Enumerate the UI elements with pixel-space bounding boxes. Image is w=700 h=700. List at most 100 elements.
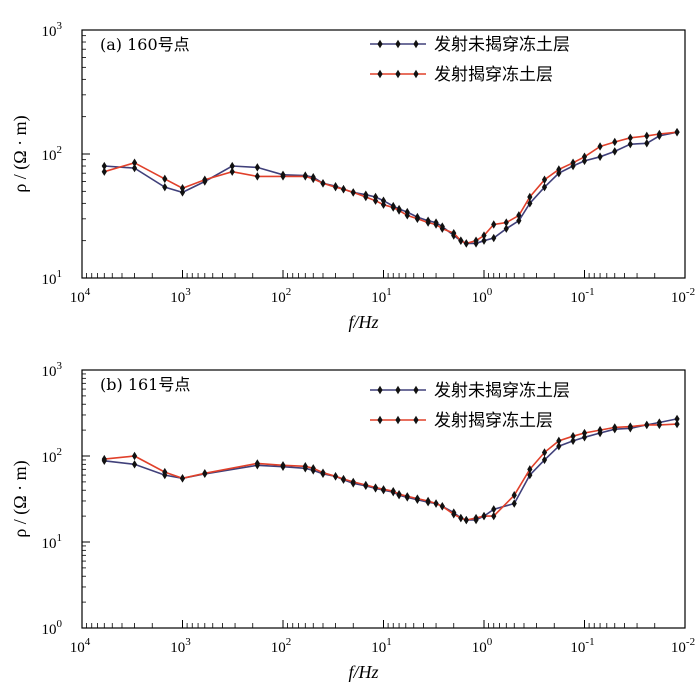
data-point (541, 455, 548, 465)
data-point (414, 214, 420, 224)
data-point (473, 513, 479, 523)
data-point (556, 436, 562, 446)
y-axis-title: ρ / (Ω · m) (10, 115, 31, 192)
data-point (581, 433, 588, 442)
data-point (541, 448, 548, 457)
data-point (541, 182, 548, 192)
data-point (433, 220, 439, 229)
series-1 (101, 127, 680, 248)
y-tick-label: 103 (42, 360, 63, 380)
data-point (131, 451, 138, 461)
data-point (179, 474, 186, 483)
x-tick-label: 10-1 (570, 286, 594, 306)
data-point (451, 228, 457, 238)
data-point (390, 486, 396, 496)
data-point (390, 203, 396, 212)
chart-panel-2: 104 103 102 101 100 10-1 10-2 100 101 102 103 f/Hz ρ… (10, 360, 695, 682)
data-point (254, 172, 260, 181)
x-tick-label: 101 (371, 636, 392, 656)
data-point (202, 175, 208, 184)
data-point (254, 163, 260, 172)
series-2 (101, 127, 680, 248)
data-point (463, 515, 469, 525)
data-point (280, 461, 286, 470)
legend-marker (377, 69, 383, 79)
y-tick-label: 100 (42, 618, 63, 638)
x-tick-label: 104 (70, 636, 91, 656)
data-point (202, 469, 208, 478)
data-point (597, 142, 603, 151)
data-point (674, 414, 680, 424)
legend-marker (413, 385, 419, 395)
data-point (439, 502, 445, 511)
data-point (302, 172, 308, 181)
data-point (627, 422, 633, 431)
x-tick-label: 103 (170, 636, 191, 656)
data-point (463, 239, 469, 248)
data-point (310, 464, 316, 473)
legend-marker (395, 385, 401, 395)
data-point (162, 182, 168, 192)
data-point (396, 489, 402, 499)
plot-frame (81, 369, 686, 629)
y-axis-title: ρ / (Ω · m) (10, 460, 31, 537)
x-tick-label: 10-1 (570, 636, 594, 656)
legend-label: 发射未揭穿冻土层 (434, 381, 570, 401)
data-point (511, 499, 517, 508)
data-point (491, 505, 497, 514)
data-point (491, 220, 497, 229)
x-axis-title: f/Hz (348, 662, 378, 682)
legend-label: 发射未揭穿冻土层 (434, 35, 570, 55)
series-line (104, 131, 678, 245)
data-point (340, 474, 347, 484)
data-point (570, 436, 576, 446)
legend-marker (413, 39, 419, 49)
legend-marker (395, 69, 401, 79)
data-point (332, 182, 339, 192)
data-point (473, 236, 479, 245)
data-point (527, 192, 533, 202)
data-point (433, 499, 439, 508)
data-point (644, 131, 650, 141)
data-point (131, 158, 138, 167)
data-point (425, 218, 431, 227)
data-point (503, 218, 509, 227)
x-tick-label: 100 (472, 286, 493, 306)
y-tick-label: 103 (42, 20, 63, 40)
data-point (644, 139, 650, 148)
data-point (414, 494, 420, 503)
y-tick-label: 101 (42, 532, 63, 552)
legend-label: 发射揭穿冻土层 (434, 65, 553, 85)
chart-panel-1: 104 103 102 101 100 10-1 10-2 101 102 103 f/Hz ρ / … (10, 20, 695, 332)
y-tick-label: 101 (42, 268, 63, 288)
legend-marker (377, 39, 383, 49)
legend-marker (377, 385, 383, 395)
data-point (380, 200, 387, 209)
data-point (612, 137, 618, 147)
data-point (516, 216, 522, 225)
data-point (674, 127, 680, 137)
x-tick-label: 103 (170, 286, 191, 306)
data-point (179, 183, 186, 193)
data-point (101, 167, 107, 176)
x-tick-label: 10-2 (671, 286, 695, 306)
data-point (597, 425, 603, 435)
data-point (627, 139, 633, 149)
x-tick-label: 104 (70, 286, 91, 306)
data-point (556, 442, 562, 451)
data-point (491, 233, 497, 243)
data-point (425, 496, 431, 506)
data-point (131, 460, 138, 469)
data-point (481, 231, 487, 240)
data-point (556, 165, 562, 174)
data-point (229, 167, 235, 176)
data-point (131, 163, 138, 173)
x-tick-label: 100 (472, 636, 493, 656)
data-point (332, 472, 339, 481)
x-tick-label: 102 (271, 636, 292, 656)
legend-marker (395, 39, 401, 49)
series-2 (101, 419, 680, 525)
data-point (674, 419, 680, 429)
